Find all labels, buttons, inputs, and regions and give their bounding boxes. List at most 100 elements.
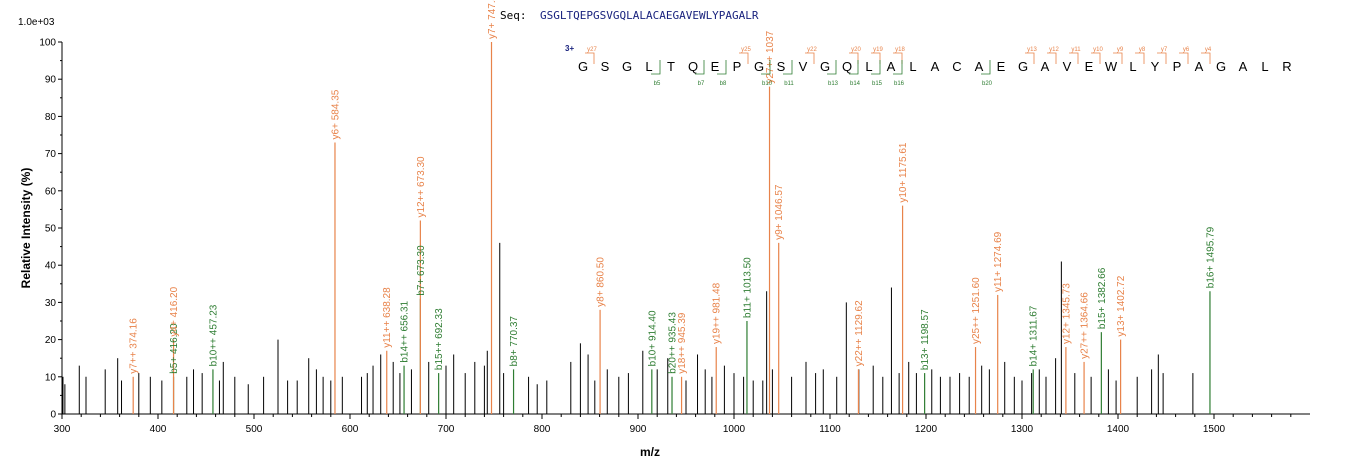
b-fragment-bracket [871, 60, 881, 75]
sequence-residue: R [1282, 59, 1291, 74]
b-fragment-bracket [761, 60, 771, 75]
y-tick-label: 90 [45, 75, 57, 86]
peak-label: b5+ 416.20 [169, 323, 180, 374]
peak-label: y25++ 1251.60 [971, 277, 982, 344]
peak-label: b20++ 935.43 [668, 312, 679, 374]
sequence-residue: A [975, 59, 984, 74]
peak-label: y4+ 416.20 [169, 286, 180, 336]
matched-peaks [132, 42, 1211, 414]
peak-label: y27++ 1037 [765, 30, 776, 83]
sequence-residue: Y [1151, 59, 1160, 74]
sequence-residue: A [1239, 59, 1248, 74]
sequence-residue: C [952, 59, 961, 74]
sequence-residue: L [909, 59, 916, 74]
y-tick-label: 10 [45, 372, 57, 383]
x-tick-label: 400 [150, 424, 167, 435]
y-fragment-bracket [1025, 52, 1035, 64]
y-fragment-label: y12 [1049, 47, 1059, 53]
y-fragment-bracket [739, 52, 749, 64]
y-tick-label: 0 [50, 410, 56, 421]
y-fragment-label: y7 [1161, 47, 1168, 53]
unmatched-peaks [62, 242, 1194, 414]
b-fragment-bracket [981, 60, 991, 75]
sequence-residue: A [1195, 59, 1204, 74]
y-fragment-bracket [1135, 52, 1145, 64]
peak-label: b8+ 770.37 [509, 316, 520, 367]
y-tick-label: 50 [45, 224, 57, 235]
x-tick-label: 1200 [915, 424, 938, 435]
y-fragment-bracket [805, 52, 815, 64]
y-fragment-label: y9 [1117, 47, 1124, 53]
peak-label: y10+ 1175.61 [898, 142, 909, 203]
peak-label: b13+ 1198.57 [920, 309, 931, 370]
sequence-residue: G [1018, 59, 1028, 74]
b-fragment-bracket [783, 60, 793, 75]
axes: 0 10 20 30 40 50 60 70 80 90 100 300 400 500 600 700 800… [39, 38, 1310, 435]
peak-label: b15++ 692.33 [434, 308, 445, 370]
y-fragment-label: y25 [741, 47, 751, 53]
sequence-residue: V [799, 59, 808, 74]
x-axis-label: m/z [640, 445, 660, 459]
sequence-text: GSGLTQEPGSVGQLALACAEGAVEWLYPAGALR [540, 9, 759, 22]
sequence-residue: L [645, 59, 652, 74]
y-fragment-label: y27 [587, 47, 597, 53]
b-fragment-label: b8 [720, 81, 727, 87]
x-tick-label: 300 [54, 424, 71, 435]
sequence-residue: W [1105, 59, 1118, 74]
y-fragment-label: y6 [1183, 47, 1190, 53]
peak-label: y11+ 1274.69 [993, 231, 1004, 292]
peak-label: y7+ 747.4 [487, 0, 498, 39]
peak-label: y13+ 1402.72 [1116, 275, 1127, 336]
sequence-residue: P [1173, 59, 1182, 74]
b-fragment-label: b15 [872, 81, 883, 87]
peak-label: y12+ 1345.73 [1061, 283, 1072, 344]
sequence-residue: L [865, 59, 872, 74]
b-fragment-label: b16 [894, 81, 905, 87]
sequence-residue: G [1216, 59, 1226, 74]
b-fragment-label: b11 [784, 81, 794, 87]
y-tick-label: 60 [45, 186, 57, 197]
x-tick-label: 600 [342, 424, 359, 435]
x-tick-label: 800 [534, 424, 551, 435]
scale-label: 1.0e+03 [18, 17, 55, 28]
y-fragment-bracket [1179, 52, 1189, 64]
y-tick-label: 20 [45, 335, 57, 346]
y-fragment-label: y4 [1205, 47, 1212, 53]
y-fragment-label: y13 [1027, 47, 1037, 53]
sequence-residue: G [754, 59, 764, 74]
y-fragment-label: y19 [873, 47, 883, 53]
peak-label: y19++ 981.48 [712, 282, 723, 344]
peak-label: b7+ 673.30 [416, 245, 427, 296]
x-tick-label: 1400 [1107, 424, 1130, 435]
sequence-residue: G [820, 59, 830, 74]
y-fragment-label: y20 [851, 47, 861, 53]
y-fragment-bracket [585, 52, 595, 64]
y-fragment-bracket [1091, 52, 1101, 64]
b-fragment-label: b7 [698, 81, 705, 87]
sequence-residue: E [997, 59, 1006, 74]
y-fragment-bracket [1113, 52, 1123, 64]
peak-label: y22++ 1129.62 [854, 300, 865, 366]
sequence-residue: G [622, 59, 632, 74]
y-tick-label: 40 [45, 261, 57, 272]
x-tick-label: 500 [246, 424, 263, 435]
y-fragment-bracket [1157, 52, 1167, 64]
y-tick-label: 70 [45, 149, 57, 160]
sequence-residue: E [1085, 59, 1094, 74]
sequence-residue: S [777, 59, 786, 74]
peak-label: b16+ 1495.79 [1205, 226, 1216, 288]
sequence-residue: P [733, 59, 742, 74]
y-fragment-bracket [1201, 52, 1211, 64]
peak-label: y7++ 374.16 [129, 318, 140, 374]
peak-label: y12++ 673.30 [416, 156, 427, 218]
peak-label: b10+ 914.40 [647, 310, 658, 366]
b-fragment-bracket [717, 60, 727, 75]
peak-label: y18++ 945.39 [677, 312, 688, 374]
x-tick-label: 1500 [1203, 424, 1226, 435]
sequence-heading: Seq: [500, 9, 527, 22]
y-fragment-label: y10 [1093, 47, 1103, 53]
sequence-residue: T [667, 59, 675, 74]
sequence-residue: A [1041, 59, 1050, 74]
b-fragment-bracket [695, 60, 705, 75]
